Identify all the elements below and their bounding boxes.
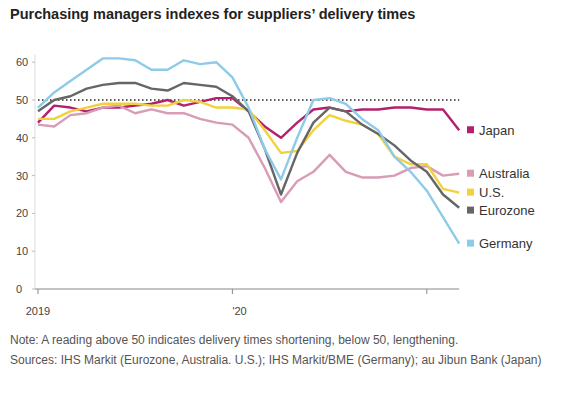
legend-swatch bbox=[467, 170, 474, 177]
legend-label: Germany bbox=[479, 236, 533, 251]
legend-swatch bbox=[467, 189, 474, 196]
y-tick-label: 50 bbox=[16, 94, 28, 106]
y-tick-label: 20 bbox=[16, 207, 28, 219]
x-tick bbox=[426, 289, 427, 294]
threshold-line bbox=[38, 99, 459, 101]
series-line bbox=[38, 58, 459, 243]
x-tick-label: '20 bbox=[232, 305, 246, 317]
y-tick bbox=[32, 213, 35, 214]
y-tick bbox=[32, 175, 35, 176]
y-tick-label: 10 bbox=[16, 245, 28, 257]
x-tick bbox=[232, 289, 233, 294]
legend-label: U.S. bbox=[479, 185, 504, 200]
y-tick bbox=[32, 137, 35, 138]
y-axis-line bbox=[35, 55, 36, 289]
legend-label: Australia bbox=[479, 166, 530, 181]
series-group bbox=[38, 58, 459, 243]
y-tick bbox=[32, 289, 35, 290]
y-tick-label: 0 bbox=[16, 283, 22, 295]
y-tick bbox=[32, 62, 35, 63]
x-tick-label: 2019 bbox=[26, 305, 50, 317]
y-tick bbox=[32, 251, 35, 252]
series-line bbox=[38, 83, 459, 208]
x-tick bbox=[38, 289, 39, 294]
legend-swatch bbox=[467, 126, 474, 133]
y-tick-label: 40 bbox=[16, 132, 28, 144]
note: Note: A reading above 50 indicates deliv… bbox=[10, 331, 550, 349]
legend-swatch bbox=[467, 207, 474, 214]
title: Purchasing managers indexes for supplier… bbox=[10, 6, 415, 22]
y-tick bbox=[32, 100, 35, 101]
sources: Sources: IHS Markit (Eurozone, Australia… bbox=[10, 351, 550, 369]
legend-label: Eurozone bbox=[479, 203, 535, 218]
legend-label: Japan bbox=[479, 123, 514, 138]
series-line bbox=[38, 106, 459, 202]
x-axis-line bbox=[35, 289, 459, 290]
y-tick-label: 30 bbox=[16, 170, 28, 182]
legend-swatch bbox=[467, 240, 474, 247]
y-tick-label: 60 bbox=[16, 56, 28, 68]
